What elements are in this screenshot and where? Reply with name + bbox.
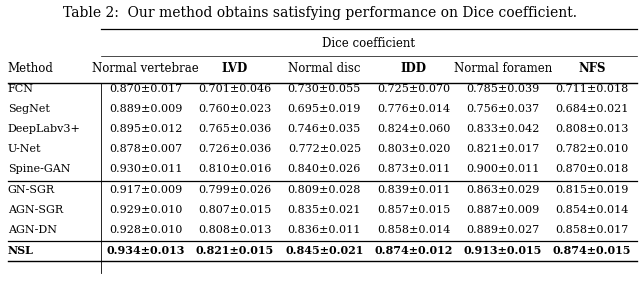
Text: 0.854±0.014: 0.854±0.014 [556, 205, 629, 215]
Text: 0.808±0.013: 0.808±0.013 [198, 225, 272, 235]
Text: Spine-GAN: Spine-GAN [8, 164, 70, 175]
Text: 0.711±0.018: 0.711±0.018 [556, 83, 628, 94]
Text: 0.895±0.012: 0.895±0.012 [109, 124, 182, 134]
Text: 0.874±0.015: 0.874±0.015 [553, 245, 632, 256]
Text: 0.785±0.039: 0.785±0.039 [467, 83, 540, 94]
Text: 0.821±0.015: 0.821±0.015 [196, 245, 274, 256]
Text: 0.746±0.035: 0.746±0.035 [288, 124, 361, 134]
Text: 0.845±0.021: 0.845±0.021 [285, 245, 364, 256]
Text: 0.799±0.026: 0.799±0.026 [198, 185, 271, 195]
Text: 0.821±0.017: 0.821±0.017 [467, 144, 540, 154]
Text: AGN-DN: AGN-DN [8, 225, 57, 235]
Text: 0.870±0.017: 0.870±0.017 [109, 83, 182, 94]
Text: 0.815±0.019: 0.815±0.019 [556, 185, 629, 195]
Text: NSL: NSL [8, 245, 33, 256]
Text: 0.930±0.011: 0.930±0.011 [109, 164, 182, 175]
Text: 0.765±0.036: 0.765±0.036 [198, 124, 271, 134]
Text: 0.836±0.011: 0.836±0.011 [287, 225, 361, 235]
Text: 0.857±0.015: 0.857±0.015 [377, 205, 450, 215]
Text: 0.839±0.011: 0.839±0.011 [377, 185, 451, 195]
Text: 0.889±0.027: 0.889±0.027 [467, 225, 540, 235]
Text: Normal foramen: Normal foramen [454, 62, 552, 75]
Text: Dice coefficient: Dice coefficient [323, 37, 415, 50]
Text: 0.889±0.009: 0.889±0.009 [109, 104, 182, 114]
Text: 0.760±0.023: 0.760±0.023 [198, 104, 271, 114]
Text: 0.730±0.055: 0.730±0.055 [288, 83, 361, 94]
Text: IDD: IDD [401, 62, 427, 75]
Text: 0.840±0.026: 0.840±0.026 [287, 164, 361, 175]
Text: Method: Method [8, 62, 54, 75]
Text: Table 2:  Our method obtains satisfying performance on Dice coefficient.: Table 2: Our method obtains satisfying p… [63, 6, 577, 20]
Text: 0.725±0.070: 0.725±0.070 [377, 83, 450, 94]
Text: 0.913±0.015: 0.913±0.015 [464, 245, 542, 256]
Text: FCN: FCN [8, 83, 34, 94]
Text: NFS: NFS [579, 62, 606, 75]
Text: 0.873±0.011: 0.873±0.011 [377, 164, 450, 175]
Text: 0.807±0.015: 0.807±0.015 [198, 205, 271, 215]
Text: 0.858±0.014: 0.858±0.014 [377, 225, 451, 235]
Text: 0.803±0.020: 0.803±0.020 [377, 144, 451, 154]
Text: 0.917±0.009: 0.917±0.009 [109, 185, 182, 195]
Text: 0.808±0.013: 0.808±0.013 [556, 124, 629, 134]
Text: GN-SGR: GN-SGR [8, 185, 55, 195]
Text: 0.929±0.010: 0.929±0.010 [109, 205, 182, 215]
Text: U-Net: U-Net [8, 144, 41, 154]
Text: 0.810±0.016: 0.810±0.016 [198, 164, 272, 175]
Text: 0.878±0.007: 0.878±0.007 [109, 144, 182, 154]
Text: 0.756±0.037: 0.756±0.037 [467, 104, 540, 114]
Text: 0.928±0.010: 0.928±0.010 [109, 225, 182, 235]
Text: LVD: LVD [222, 62, 248, 75]
Text: 0.695±0.019: 0.695±0.019 [287, 104, 361, 114]
Text: 0.934±0.013: 0.934±0.013 [106, 245, 185, 256]
Text: 0.824±0.060: 0.824±0.060 [377, 124, 451, 134]
Text: 0.726±0.036: 0.726±0.036 [198, 144, 271, 154]
Text: DeepLabv3+: DeepLabv3+ [8, 124, 81, 134]
Text: 0.863±0.029: 0.863±0.029 [466, 185, 540, 195]
Text: 0.835±0.021: 0.835±0.021 [287, 205, 361, 215]
Text: Normal disc: Normal disc [288, 62, 360, 75]
Text: 0.701±0.046: 0.701±0.046 [198, 83, 271, 94]
Text: 0.684±0.021: 0.684±0.021 [556, 104, 629, 114]
Text: 0.858±0.017: 0.858±0.017 [556, 225, 628, 235]
Text: 0.833±0.042: 0.833±0.042 [466, 124, 540, 134]
Text: 0.809±0.028: 0.809±0.028 [287, 185, 361, 195]
Text: SegNet: SegNet [8, 104, 49, 114]
Text: 0.874±0.012: 0.874±0.012 [374, 245, 452, 256]
Text: 0.782±0.010: 0.782±0.010 [556, 144, 628, 154]
Text: 0.776±0.014: 0.776±0.014 [377, 104, 450, 114]
Text: 0.887±0.009: 0.887±0.009 [467, 205, 540, 215]
Text: 0.772±0.025: 0.772±0.025 [288, 144, 361, 154]
Text: 0.870±0.018: 0.870±0.018 [556, 164, 628, 175]
Text: Normal vertebrae: Normal vertebrae [92, 62, 199, 75]
Text: AGN-SGR: AGN-SGR [8, 205, 63, 215]
Text: 0.900±0.011: 0.900±0.011 [466, 164, 540, 175]
